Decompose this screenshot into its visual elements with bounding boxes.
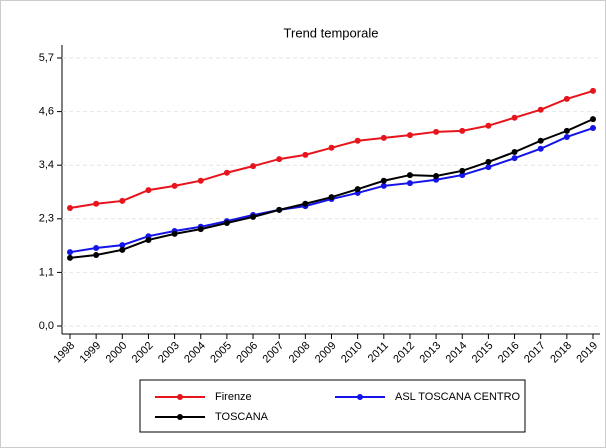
y-tick-label: 5,7 [39,52,54,64]
point [537,137,544,144]
point [67,249,73,256]
legend-label: ASL TOSCANA CENTRO [395,391,521,403]
y-tick-label: 4,6 [39,106,54,118]
chart-title: Trend temporale [284,25,379,40]
point [354,137,361,144]
legend-marker [357,394,363,400]
legend-label: Firenze [215,391,252,403]
point [223,220,230,227]
y-tick-label: 3,4 [39,159,54,171]
point [67,254,73,261]
point [406,172,413,179]
point [590,87,596,94]
point [590,116,596,123]
point [485,164,492,171]
point [302,200,309,207]
point [223,169,230,176]
point [276,206,283,213]
point [511,149,518,156]
y-tick-label: 1,1 [39,266,54,278]
point [119,197,126,204]
point [171,182,178,189]
point [93,244,100,251]
point [380,177,387,184]
point [354,186,361,193]
point [459,172,466,179]
point [171,230,178,237]
point [511,155,518,162]
point [563,127,570,134]
point [250,163,257,170]
point [276,156,283,163]
legend-marker [177,394,183,400]
point [197,226,204,233]
point [93,200,100,207]
y-tick-label: 2,3 [39,213,54,225]
point [459,167,466,174]
point [119,242,126,249]
point [563,95,570,102]
point [433,173,440,180]
legend-label: TOSCANA [215,411,269,423]
y-tick-label: 0,0 [39,320,54,332]
point [145,187,152,194]
point [328,194,335,201]
point [380,134,387,141]
point [485,122,492,129]
point [119,246,126,253]
point [93,252,100,259]
point [67,204,73,211]
point [485,158,492,165]
point [537,145,544,152]
legend-marker [177,414,183,420]
point [433,128,440,135]
point [590,125,596,132]
point [406,132,413,139]
point [537,106,544,113]
point [302,151,309,158]
point [380,182,387,189]
point [459,127,466,134]
point [250,213,257,220]
point [511,114,518,121]
point [197,177,204,184]
point [328,144,335,151]
point [145,236,152,243]
legend [139,379,526,433]
point [406,180,413,187]
point [563,133,570,140]
